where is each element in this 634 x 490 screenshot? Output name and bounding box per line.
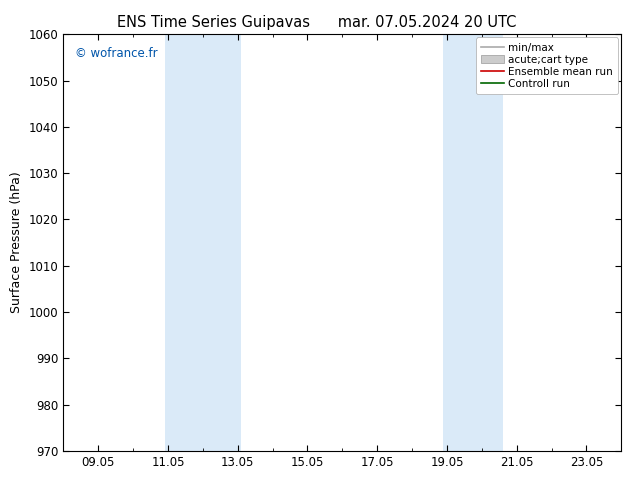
Text: ENS Time Series Guipavas      mar. 07.05.2024 20 UTC: ENS Time Series Guipavas mar. 07.05.2024… bbox=[117, 15, 517, 30]
Y-axis label: Surface Pressure (hPa): Surface Pressure (hPa) bbox=[10, 172, 23, 314]
Bar bbox=[165, 34, 241, 451]
Legend: min/max, acute;cart type, Ensemble mean run, Controll run: min/max, acute;cart type, Ensemble mean … bbox=[476, 37, 618, 94]
Text: © wofrance.fr: © wofrance.fr bbox=[75, 47, 157, 60]
Bar bbox=[444, 34, 503, 451]
